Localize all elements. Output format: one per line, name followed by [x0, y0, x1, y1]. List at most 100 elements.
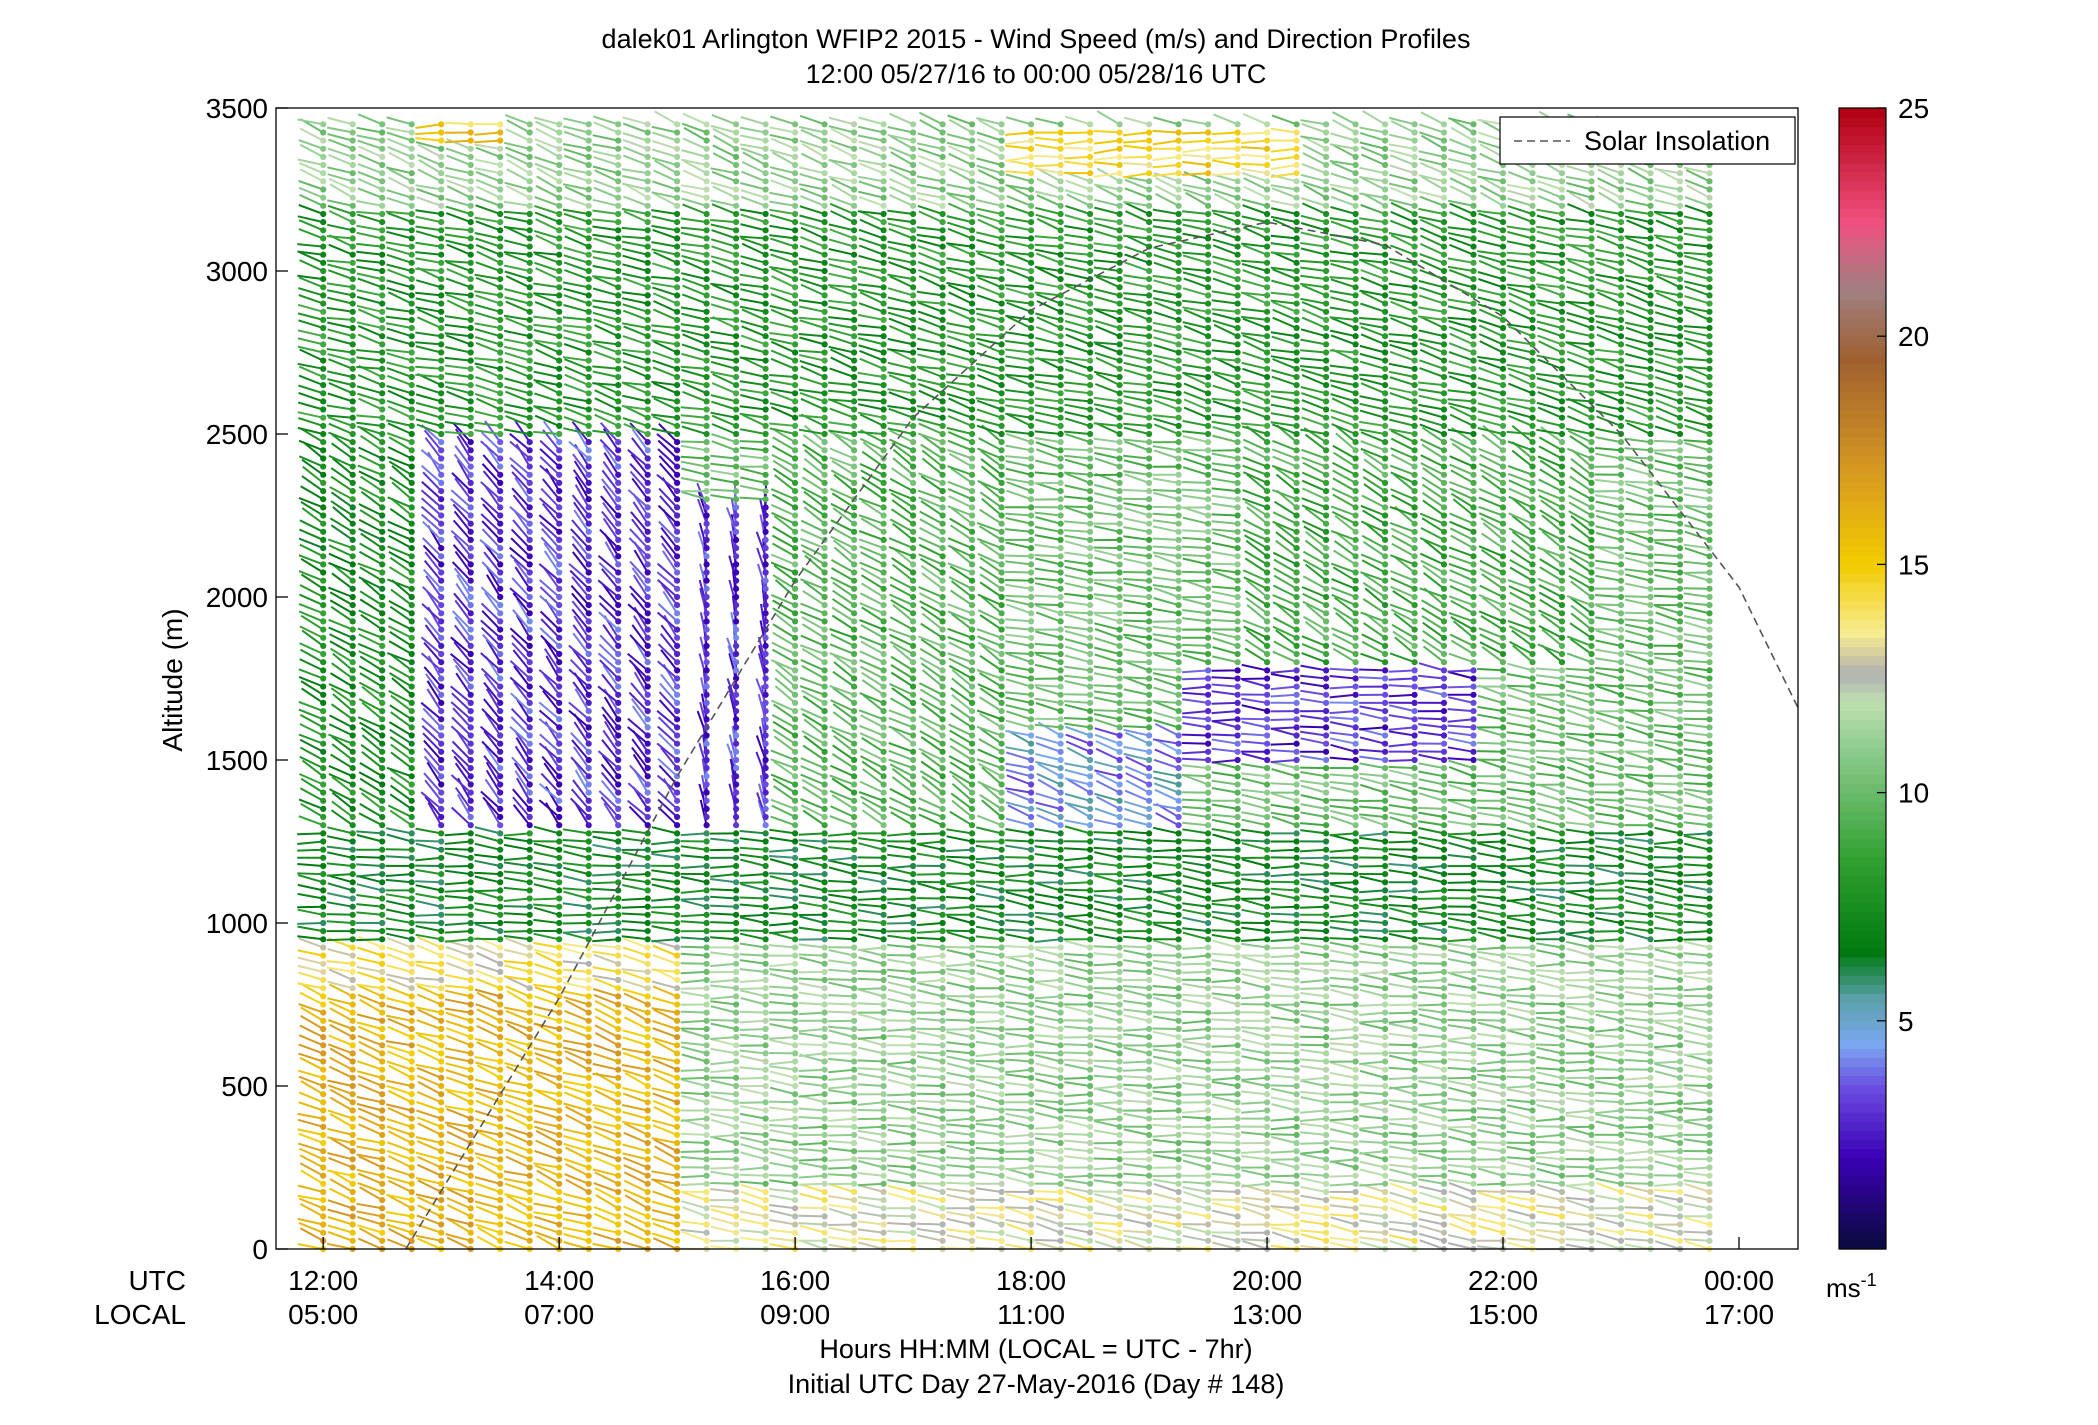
wind-barb: [331, 572, 356, 592]
wind-barb: [298, 417, 327, 429]
wind-barb: [301, 507, 327, 527]
wind-barb: [329, 1056, 356, 1073]
wind-barb: [298, 668, 327, 682]
wind-barb: [297, 329, 327, 340]
wind-barb: [386, 1084, 415, 1098]
wind-barb: [297, 862, 327, 870]
wind-barb: [330, 605, 356, 625]
wind-barb: [331, 735, 356, 755]
wind-barb: [298, 439, 327, 454]
wind-barb: [297, 982, 327, 992]
wind-barb: [297, 964, 327, 976]
wind-barb: [300, 1169, 327, 1187]
wind-barb: [327, 1019, 356, 1033]
wind-barb: [326, 960, 356, 967]
wind-barb: [326, 919, 356, 927]
wind-barb: [328, 764, 356, 780]
wind-barb: [357, 113, 386, 128]
wind-barb: [357, 1034, 386, 1049]
wind-barb: [326, 414, 356, 421]
wind-barb: [299, 143, 327, 160]
wind-barb: [328, 454, 356, 470]
wind-barb: [299, 991, 327, 1008]
wind-barb: [357, 716, 386, 731]
wind-barb: [299, 519, 327, 535]
wind-barb: [300, 777, 327, 796]
chart-title: dalek01 Arlington WFIP2 2015 - Wind Spee…: [602, 24, 1471, 54]
wind-barb: [326, 306, 356, 315]
wind-barb: [299, 1056, 327, 1073]
wind-barb: [358, 698, 386, 715]
wind-barb: [297, 892, 327, 902]
wind-barb: [332, 506, 356, 527]
wind-barb: [328, 358, 356, 372]
wind-barb: [358, 787, 386, 804]
wind-barb: [298, 1034, 327, 1049]
wind-barb: [360, 727, 386, 747]
wind-barb: [357, 374, 386, 389]
wind-barb: [326, 845, 356, 853]
wind-barb: [327, 1127, 356, 1138]
wind-barb: [331, 662, 356, 682]
wind-barb: [356, 250, 386, 258]
wind-barb: [326, 316, 356, 323]
wind-barb: [297, 312, 327, 323]
wind-barb: [298, 384, 327, 397]
wind-barb: [356, 928, 386, 935]
wind-barb: [357, 1172, 386, 1187]
wind-barb: [360, 490, 386, 511]
wind-barb: [328, 209, 356, 226]
wind-barb: [298, 528, 327, 544]
wind-barb: [298, 1221, 327, 1236]
wind-barb: [328, 243, 356, 258]
wind-barb: [326, 936, 356, 943]
wind-barb: [356, 134, 386, 144]
wind-barb: [360, 613, 386, 633]
wind-barb: [356, 304, 386, 315]
wind-barb: [329, 591, 356, 609]
wind-barb: [356, 1153, 386, 1163]
wind-barb: [327, 1231, 356, 1244]
wind-barb: [328, 138, 356, 152]
wind-barb: [299, 714, 327, 731]
wind-barb: [356, 321, 386, 332]
wind-barb: [356, 356, 386, 364]
wind-barb: [327, 336, 356, 348]
wind-barb: [326, 911, 356, 918]
wind-barb: [300, 1015, 327, 1033]
wind-barb: [327, 538, 356, 552]
wind-barb: [298, 219, 327, 234]
wind-barb: [297, 1128, 327, 1138]
wind-barb: [298, 1043, 327, 1057]
wind-barb: [357, 333, 386, 348]
wind-barb: [326, 966, 356, 976]
wind-barb: [297, 345, 327, 356]
wind-barb: [298, 537, 327, 552]
wind-barb: [326, 862, 356, 870]
wind-barb: [357, 425, 386, 438]
wind-barb: [298, 1197, 327, 1212]
wind-barb: [356, 1021, 386, 1033]
wind-barb: [330, 467, 356, 486]
wind-barb: [385, 1193, 415, 1204]
wind-barb: [358, 1123, 386, 1138]
wind-barb: [329, 486, 356, 503]
wind-barb: [387, 1107, 415, 1122]
wind-barb: [297, 925, 327, 935]
wind-barb: [301, 629, 327, 650]
wind-barb: [388, 1195, 415, 1212]
wind-barb: [297, 362, 327, 372]
wind-barb: [356, 349, 386, 356]
wind-barb: [359, 590, 386, 609]
wind-barb: [329, 1178, 356, 1196]
wind-barb: [298, 374, 327, 389]
wind-barb: [356, 983, 386, 992]
wind-barb: [327, 392, 356, 405]
wind-barb: [331, 457, 356, 478]
wind-barb: [356, 414, 386, 421]
wind-barb: [357, 139, 386, 152]
wind-barb: [328, 626, 356, 641]
wind-barb: [330, 753, 356, 772]
wind-barb: [356, 259, 386, 266]
wind-barb: [329, 1137, 356, 1155]
